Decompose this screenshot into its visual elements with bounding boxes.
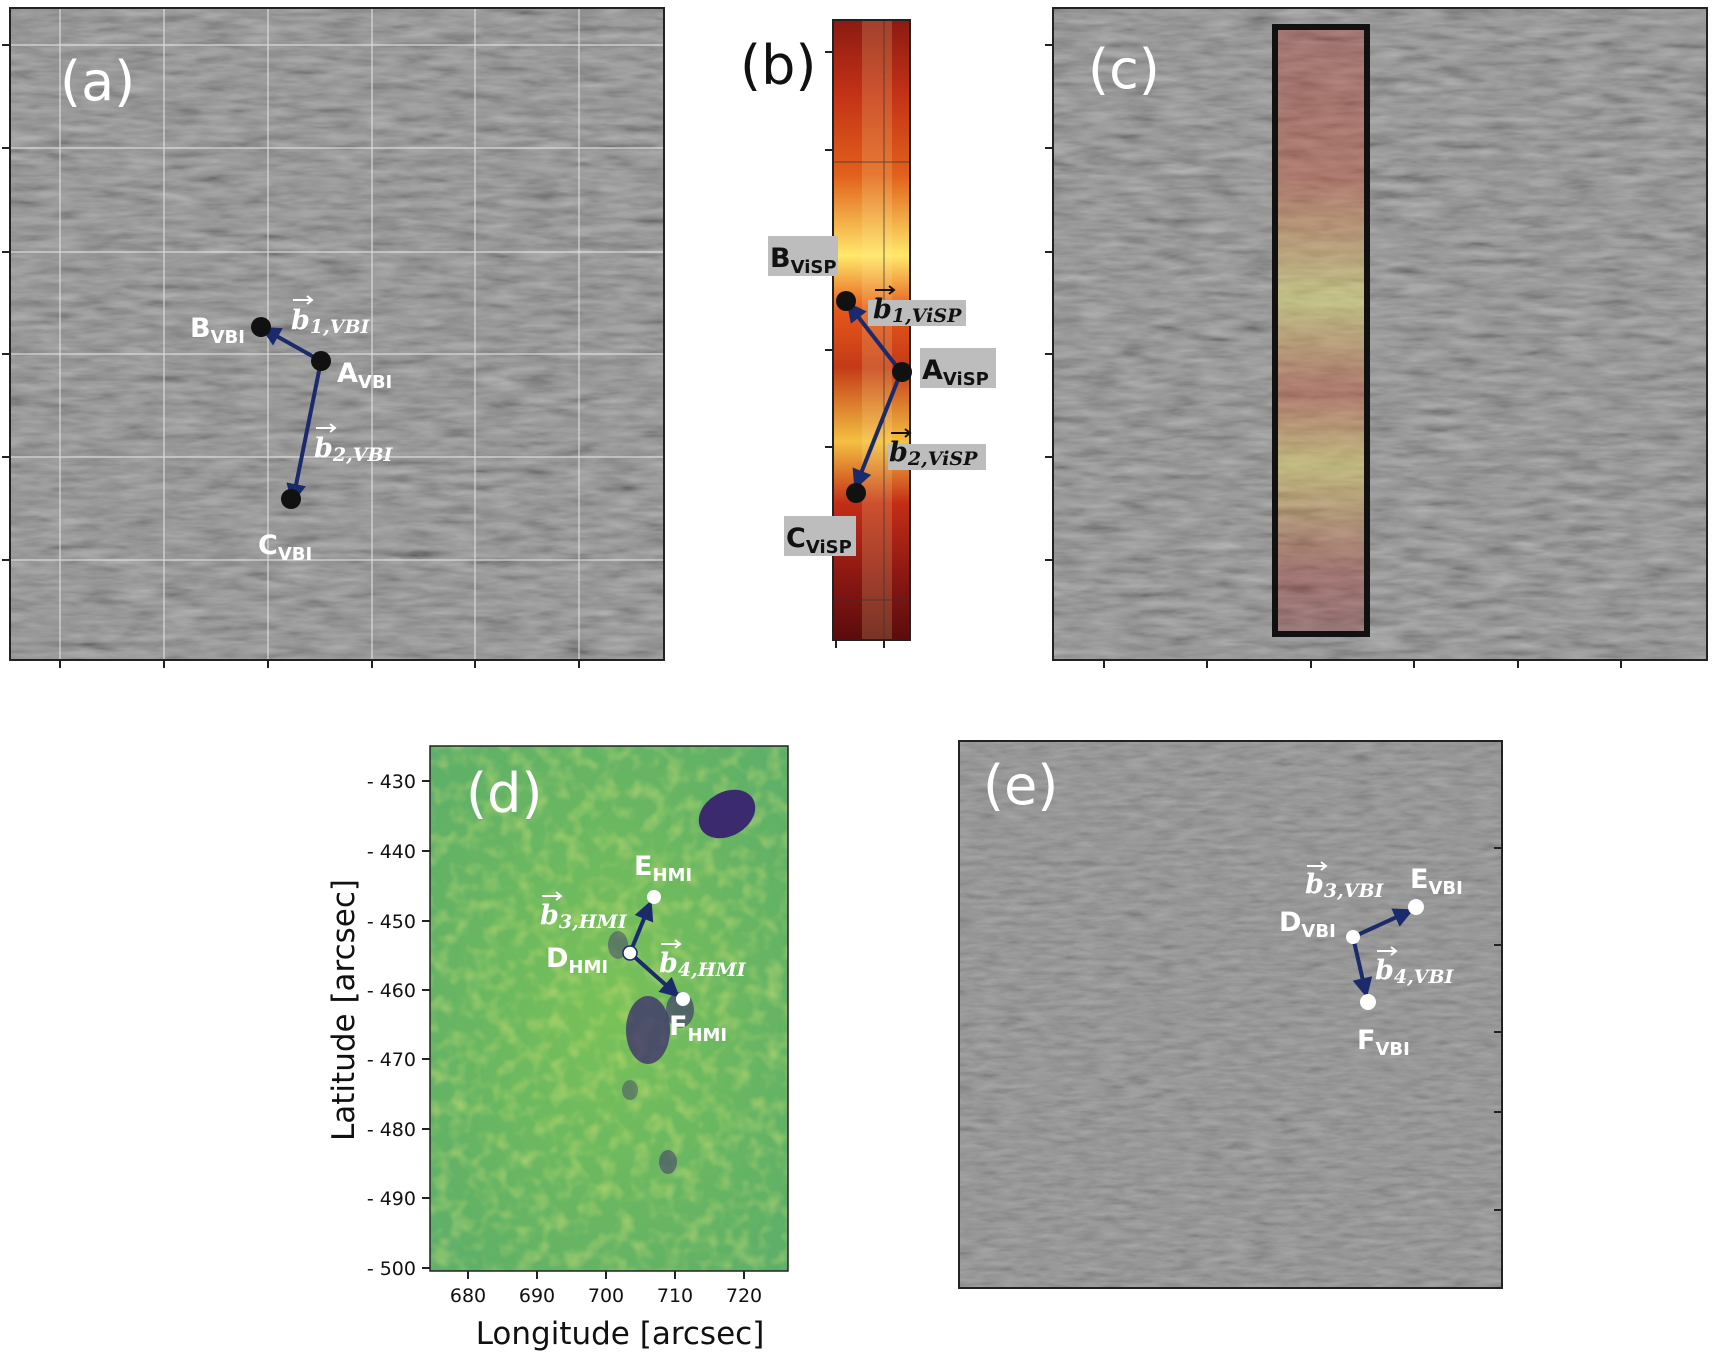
panel-c-label: (c) <box>1088 38 1160 101</box>
ytick-460: - 460 <box>367 980 416 1002</box>
panel-e: (e) EVBI DVBI FVBI b3,VBI b4,VBI <box>958 740 1503 1289</box>
panel-a-grid <box>10 8 664 660</box>
point-f-vbi <box>1360 994 1376 1010</box>
label-c-visp: CViSP <box>786 523 852 558</box>
panel-c-frame <box>1052 7 1708 661</box>
label-c-visp-bg <box>784 516 856 556</box>
arrow-b3-vbi <box>1352 908 1414 939</box>
point-d-vbi <box>1346 930 1360 944</box>
arrow-b4-vbi <box>1351 936 1373 998</box>
arrow-b4-hmi <box>628 951 680 998</box>
panel-d-label: (d) <box>466 762 542 825</box>
label-b1-visp: b1,ViSP <box>868 285 966 327</box>
label-b4-vbi: b4,VBI <box>1375 946 1455 988</box>
arrow-b3-hmi <box>628 900 654 954</box>
point-e-hmi <box>647 890 661 904</box>
panel-b-frame <box>832 19 911 641</box>
label-b-visp-bg <box>768 236 838 276</box>
ytick-470: - 470 <box>367 1049 416 1071</box>
panel-c: (c) <box>1045 7 1708 668</box>
point-a-vbi <box>311 351 331 371</box>
xtick-710: 710 <box>657 1285 693 1307</box>
svg-text:b3,HMI: b3,HMI <box>540 900 628 933</box>
svg-text:b1,VBI: b1,VBI <box>291 305 371 338</box>
panel-d: (d) - 430 - 440 - 450 - 460 - 470 - 480 … <box>326 745 789 1352</box>
point-e-vbi <box>1408 899 1424 915</box>
ytick-440: - 440 <box>367 841 416 863</box>
svg-text:b1,ViSP: b1,ViSP <box>873 294 962 327</box>
label-b4-hmi: b4,HMI <box>659 939 747 981</box>
arrow-b2-visp <box>852 371 903 490</box>
point-a-visp <box>892 362 912 382</box>
arrow-b2-vbi <box>286 360 323 504</box>
point-c-vbi <box>281 489 301 509</box>
ytick-450: - 450 <box>367 911 416 933</box>
label-b-vbi: BVBI <box>190 313 245 348</box>
xtick-700: 700 <box>588 1285 624 1307</box>
panel-e-frame <box>958 740 1503 1289</box>
panel-a-label: (a) <box>60 50 135 113</box>
panel-a-texture <box>10 8 664 660</box>
panel-b: (b) BViSP AViSP CViSP b1,ViSP b2,ViSP <box>740 19 996 648</box>
label-a-visp-bg <box>920 348 996 388</box>
ytick-430: - 430 <box>367 771 416 793</box>
label-e-vbi: EVBI <box>1410 864 1463 899</box>
visp-fov-box <box>1272 24 1370 637</box>
label-b2-vbi: b2,VBI <box>314 423 394 466</box>
xtick-680: 680 <box>450 1285 486 1307</box>
yaxis-title: Latitude [arcsec] <box>326 879 362 1141</box>
panel-d-yticks <box>422 780 430 1269</box>
panel-a-ticks <box>2 44 580 668</box>
point-d-hmi <box>622 945 638 961</box>
label-c-vbi: CVBI <box>258 530 312 565</box>
ytick-500: - 500 <box>367 1258 416 1280</box>
panel-e-label: (e) <box>983 754 1058 817</box>
label-f-vbi: FVBI <box>1357 1025 1410 1060</box>
svg-text:b4,VBI: b4,VBI <box>1375 955 1455 988</box>
point-c-visp <box>846 483 866 503</box>
panel-a: (a) BVBI AVBI CVBI b1,VBI b2,VBI <box>2 7 665 668</box>
panel-d-frame <box>429 745 789 1272</box>
visp-overlay <box>1275 27 1367 634</box>
label-a-vbi: AVBI <box>337 358 392 393</box>
xtick-720: 720 <box>726 1285 762 1307</box>
panel-d-xticks <box>467 1271 745 1279</box>
arrow-b1-vbi <box>260 327 322 363</box>
label-f-hmi: FHMI <box>669 1011 727 1046</box>
panel-b-grid <box>833 20 910 640</box>
label-b1-vbi: b1,VBI <box>291 295 371 338</box>
panel-e-ticks <box>1494 847 1502 1211</box>
label-d-hmi: DHMI <box>546 943 608 978</box>
panel-e-texture <box>959 741 1502 1288</box>
ytick-480: - 480 <box>367 1119 416 1141</box>
label-b3-hmi: b3,HMI <box>540 891 628 933</box>
label-a-visp: AViSP <box>922 355 989 390</box>
point-b-vbi <box>251 317 271 337</box>
ytick-490: - 490 <box>367 1188 416 1210</box>
panel-a-frame <box>9 7 665 661</box>
label-b-visp: BViSP <box>770 243 837 278</box>
panel-b-label: (b) <box>740 34 816 97</box>
panel-c-ticks <box>1045 44 1622 668</box>
point-b-visp <box>836 291 856 311</box>
label-d-vbi: DVBI <box>1279 907 1336 942</box>
xaxis-title: Longitude [arcsec] <box>476 1316 765 1352</box>
svg-text:b2,VBI: b2,VBI <box>314 433 394 466</box>
label-b2-visp: b2,ViSP <box>888 428 986 470</box>
label-b3-vbi: b3,VBI <box>1305 861 1385 902</box>
label-e-hmi: EHMI <box>634 851 692 886</box>
point-f-hmi <box>676 992 690 1006</box>
panel-c-texture <box>1053 8 1707 660</box>
svg-text:b4,HMI: b4,HMI <box>659 948 747 981</box>
arrow-b1-visp <box>846 301 903 374</box>
svg-text:b2,ViSP: b2,ViSP <box>889 437 978 470</box>
xtick-690: 690 <box>519 1285 555 1307</box>
svg-text:b3,VBI: b3,VBI <box>1305 869 1385 902</box>
